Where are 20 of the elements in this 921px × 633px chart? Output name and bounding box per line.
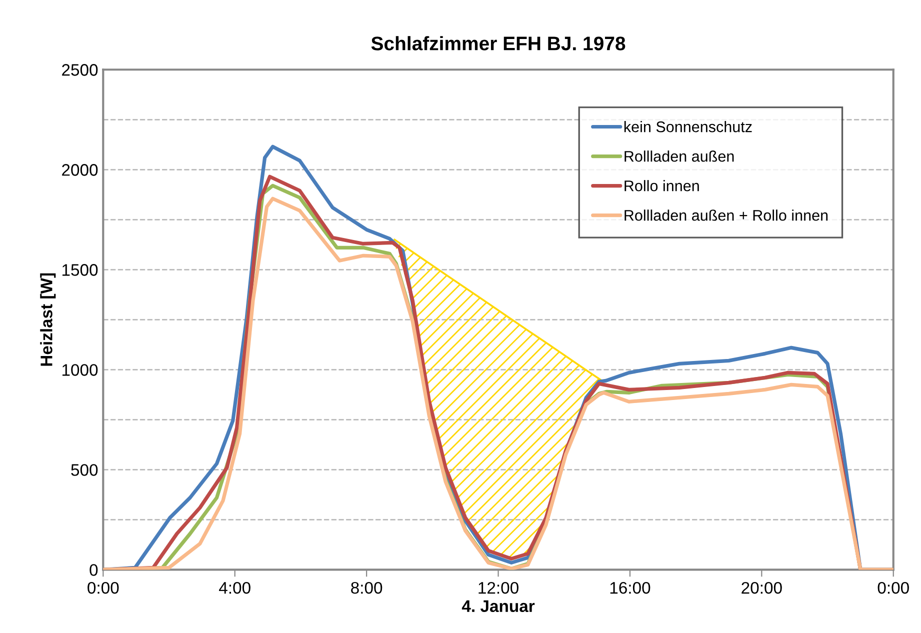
y-tick-label: 500 xyxy=(71,464,98,476)
x-tick-label: 0:00 xyxy=(878,582,909,594)
y-tick-label: 1000 xyxy=(62,364,98,376)
x-tick-label: 8:00 xyxy=(351,582,382,594)
x-tick-label: 4:00 xyxy=(219,582,250,594)
x-tick-label: 12:00 xyxy=(478,582,518,594)
y-tick-label: 0 xyxy=(90,564,98,576)
x-tick-label: 0:00 xyxy=(88,582,119,594)
chart-title: Schlafzimmer EFH BJ. 1978 xyxy=(371,36,626,50)
y-tick-label: 2500 xyxy=(62,64,98,76)
legend-label: kein Sonnenschutz xyxy=(624,121,752,132)
y-tick-label: 1500 xyxy=(62,264,98,276)
legend-label: Rollladen außen xyxy=(624,150,734,162)
x-axis-title: 4. Januar xyxy=(462,600,535,612)
legend-label: Rollo innen xyxy=(624,180,699,192)
x-tick-label: 20:00 xyxy=(742,582,782,594)
legend-label: Rollladen außen + Rollo innen xyxy=(624,210,828,221)
y-axis-title: Heizlast [W] xyxy=(40,273,56,366)
x-tick-label: 16:00 xyxy=(610,582,650,594)
y-tick-label: 2000 xyxy=(62,164,98,176)
